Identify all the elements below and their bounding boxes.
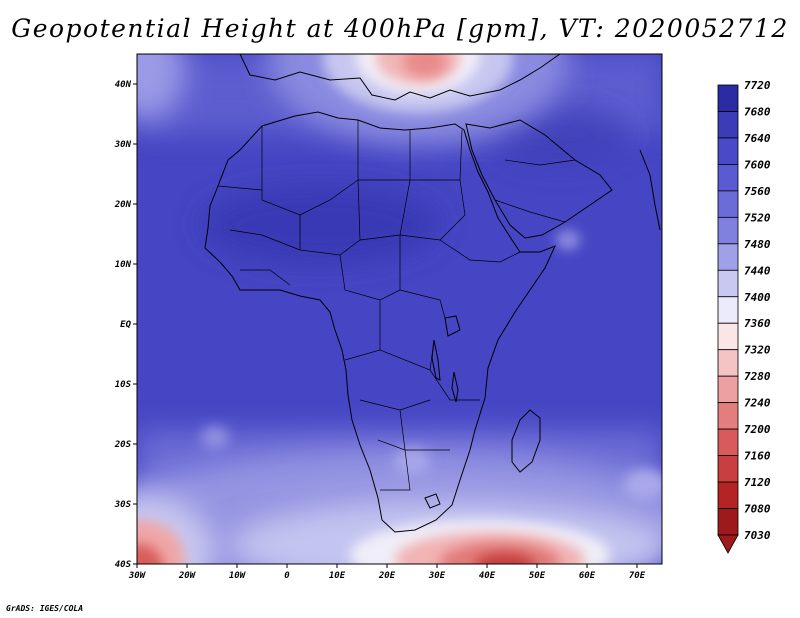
colorbar-swatch <box>717 322 739 351</box>
colorbar-swatch <box>717 296 739 324</box>
lon-label: 10W <box>229 571 247 581</box>
colorbar-swatch <box>717 243 739 271</box>
colorbar-bottom-arrow <box>717 534 739 554</box>
grads-credit: GrADS: IGES/COLA <box>6 604 84 613</box>
madagascar-coastline <box>511 409 541 473</box>
lat-label: 30N <box>114 140 132 150</box>
lon-label: 20W <box>178 571 197 581</box>
colorbar-swatch <box>717 111 739 139</box>
colorbar-swatch <box>717 349 739 377</box>
colorbar-label: 7480 <box>744 238 771 251</box>
colorbar-swatch <box>717 455 739 483</box>
colorbar-swatch <box>717 269 739 298</box>
lon-label: 20E <box>378 571 396 581</box>
map-title: Geopotential Height at 400hPa [gpm], VT:… <box>11 14 789 43</box>
lon-label: 60E <box>579 571 596 581</box>
colorbar-label: 7200 <box>744 423 771 436</box>
lat-label: 40N <box>115 80 132 90</box>
lat-label: 40S <box>115 560 132 570</box>
colorbar-label: 7120 <box>744 476 771 489</box>
colorbar-swatch <box>717 190 739 218</box>
colorbar-swatch <box>717 216 739 245</box>
lon-label: 40E <box>479 571 496 581</box>
colorbar-label: 7240 <box>744 397 771 410</box>
colorbar-swatch <box>717 402 739 430</box>
borders <box>217 120 576 491</box>
colorbar-label: 7360 <box>744 317 771 330</box>
lake-malawi <box>451 371 459 403</box>
lake-victoria <box>444 315 461 337</box>
europe-coastline <box>239 54 561 101</box>
lat-label: 10N <box>115 260 132 270</box>
lat-label: EQ <box>120 320 131 330</box>
colorbar-label: 7680 <box>744 105 771 118</box>
lon-label: 10E <box>329 571 346 581</box>
africa-coastline <box>204 111 556 533</box>
height-field <box>137 54 662 564</box>
lat-label: 30S <box>114 500 132 510</box>
lat-label: 20S <box>114 440 132 450</box>
colorbar-swatch <box>717 428 739 456</box>
lon-label: 0 <box>284 571 290 581</box>
lat-label: 20N <box>114 200 132 210</box>
colorbar-swatch <box>717 375 739 404</box>
arabia-coastline <box>465 119 613 239</box>
colorbar-label: 7440 <box>744 264 771 277</box>
coastlines <box>204 54 661 533</box>
colorbar-swatch <box>717 508 739 536</box>
lat-label: 10S <box>115 380 132 390</box>
colorbar-label: 7030 <box>744 529 771 542</box>
colorbar-swatch <box>717 84 739 112</box>
india-coastline <box>639 149 661 231</box>
colorbar-label: 7400 <box>744 291 771 304</box>
colorbar-swatch <box>717 164 739 192</box>
lon-label: 30E <box>428 571 446 581</box>
colorbar-label: 7640 <box>744 132 771 145</box>
colorbar: 7720 7680 7640 7600 7560 7520 7480 7440 7400 7360… <box>717 79 771 554</box>
colorbar-swatch <box>717 137 739 165</box>
colorbar-label: 7560 <box>744 185 771 198</box>
lon-label: 30W <box>128 571 147 581</box>
lesotho-border <box>424 493 441 509</box>
lon-label: 50E <box>529 571 546 581</box>
colorbar-label: 7080 <box>744 503 771 516</box>
colorbar-label: 7280 <box>744 370 771 383</box>
colorbar-label: 7720 <box>744 79 771 92</box>
colorbar-label: 7600 <box>744 158 771 171</box>
colorbar-label: 7520 <box>744 211 771 224</box>
colorbar-label: 7320 <box>744 344 771 357</box>
lon-label: 70E <box>629 571 646 581</box>
colorbar-label: 7160 <box>744 450 771 463</box>
colorbar-swatch <box>717 481 739 509</box>
map-frame <box>136 53 663 565</box>
